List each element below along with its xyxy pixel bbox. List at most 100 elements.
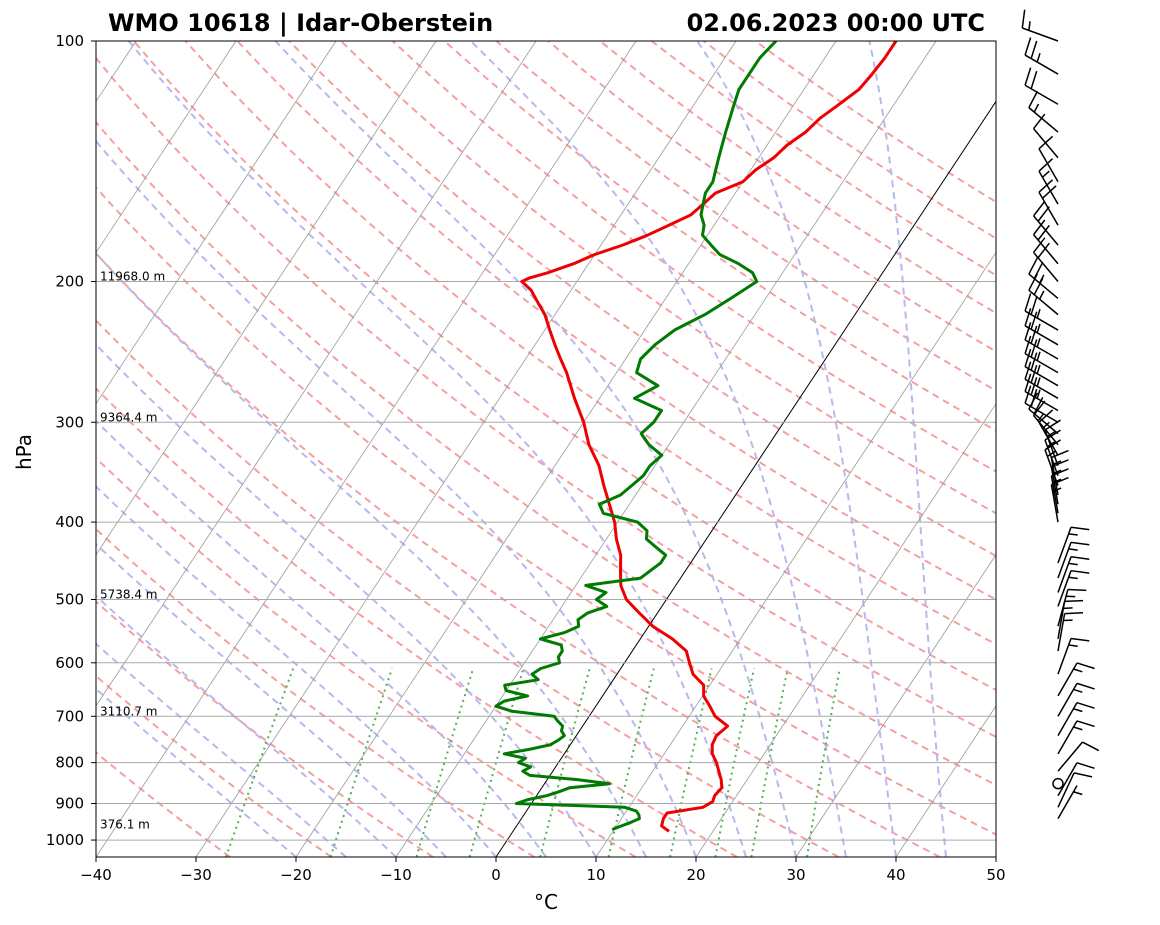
isotherm [795, 554, 996, 857]
y-tick-label: 100 [55, 32, 84, 50]
wind-barb [1032, 113, 1059, 159]
x-tick-label: 30 [786, 866, 805, 884]
wind-barb [1057, 569, 1090, 607]
dry-adiabat [96, 387, 738, 857]
dry-adiabat [96, 674, 333, 857]
dry-adiabat [96, 527, 535, 857]
x-tick-label: −10 [380, 866, 412, 884]
y-axis-label: hPa [12, 434, 36, 470]
wind-barb [1057, 741, 1100, 772]
isotherm [96, 41, 537, 707]
dry-adiabat [96, 185, 996, 836]
y-tick-label: 300 [55, 413, 84, 431]
moist-adiabat [96, 642, 347, 857]
profile-lines [494, 41, 898, 833]
isotherm [195, 41, 737, 857]
mixing-ratio-line [806, 668, 841, 857]
moist-adiabat [96, 419, 547, 857]
mixing-ratio-line [607, 668, 655, 857]
wind-barb [1032, 237, 1059, 283]
dry-adiabat [96, 600, 434, 857]
wind-barb [1038, 158, 1059, 205]
background-lines [96, 41, 996, 857]
x-tick-label: 20 [686, 866, 705, 884]
wind-barb [1024, 37, 1059, 75]
x-tick-label: 10 [586, 866, 605, 884]
wind-barb [1024, 293, 1059, 331]
height-labels: 11968.0 m 9364.4 m 5738.4 m 3110.7 m 376.1 m [100, 270, 165, 832]
wind-barb [1057, 682, 1095, 717]
wind-barb [1057, 637, 1090, 675]
wind-barb [1028, 273, 1059, 316]
y-tick-label: 500 [55, 591, 84, 609]
wind-barb [1038, 135, 1059, 183]
plot-frame [95, 40, 997, 858]
wind-barb [1057, 599, 1084, 639]
isotherm [96, 41, 237, 254]
wind-barb [1057, 762, 1095, 797]
dry-adiabat [184, 41, 996, 646]
wind-barb [1032, 219, 1059, 265]
height-label: 11968.0 m [100, 270, 165, 284]
isotherm [395, 41, 937, 857]
x-tick-label: −30 [180, 866, 212, 884]
wind-barb [1057, 720, 1095, 755]
mixing-ratio-line [669, 668, 713, 857]
mixing-ratio-line [415, 668, 475, 857]
y-tick-label: 900 [55, 795, 84, 813]
dewpoint-line [494, 41, 778, 831]
isotherm [695, 402, 996, 857]
moist-adiabat [868, 41, 947, 857]
moist-adiabat [96, 251, 647, 857]
dry-adiabat [96, 456, 637, 857]
wind-barb [1044, 419, 1061, 466]
x-tick-label: 0 [491, 866, 501, 884]
wind-barb [1052, 777, 1064, 790]
x-axis-label: °C [534, 890, 558, 914]
wind-barb [1057, 785, 1083, 819]
moist-adiabat [96, 542, 447, 857]
isotherm [895, 705, 996, 857]
moist-adiabat [96, 343, 597, 857]
x-tick-label: −20 [280, 866, 312, 884]
chart-title-right: 02.06.2023 00:00 UTC [687, 9, 985, 37]
chart-title-left: WMO 10618 | Idar-Oberstein [108, 9, 493, 37]
dry-adiabat [96, 56, 996, 739]
dry-adiabat [651, 41, 996, 277]
isotherm [96, 41, 437, 556]
dry-adiabat [236, 41, 996, 601]
x-tick-label: 50 [986, 866, 1005, 884]
wind-barb [1057, 526, 1090, 564]
mixing-ratio-line [468, 668, 525, 857]
height-label: 3110.7 m [100, 704, 158, 718]
wind-barb [1024, 335, 1059, 374]
wind-barb [1024, 348, 1059, 387]
wind-barb [1024, 361, 1059, 399]
dry-adiabat [495, 41, 996, 392]
moist-adiabat [470, 41, 847, 857]
wind-barb [1050, 468, 1069, 514]
wind-barb [1024, 67, 1059, 105]
y-tick-label: 600 [55, 654, 84, 672]
wind-barb [1050, 449, 1069, 496]
height-label: 5738.4 m [100, 588, 158, 602]
y-tick-label: 200 [55, 273, 84, 291]
y-tick-label: 800 [55, 754, 84, 772]
moist-adiabat [696, 41, 897, 857]
isotherm [495, 100, 996, 857]
isotherm [96, 41, 637, 857]
wind-barb [1050, 459, 1069, 505]
moist-adiabat [96, 485, 497, 857]
dry-adiabat [132, 41, 996, 692]
x-tick-label: −40 [80, 866, 112, 884]
isotherm [995, 856, 996, 857]
y-tick-label: 1000 [46, 831, 84, 849]
temperature-line [520, 41, 898, 833]
wind-barb [1028, 90, 1059, 133]
wind-barb [1024, 322, 1059, 360]
mixing-ratio-line [714, 668, 756, 857]
dry-adiabat [702, 41, 996, 240]
wind-barb [1028, 392, 1059, 435]
